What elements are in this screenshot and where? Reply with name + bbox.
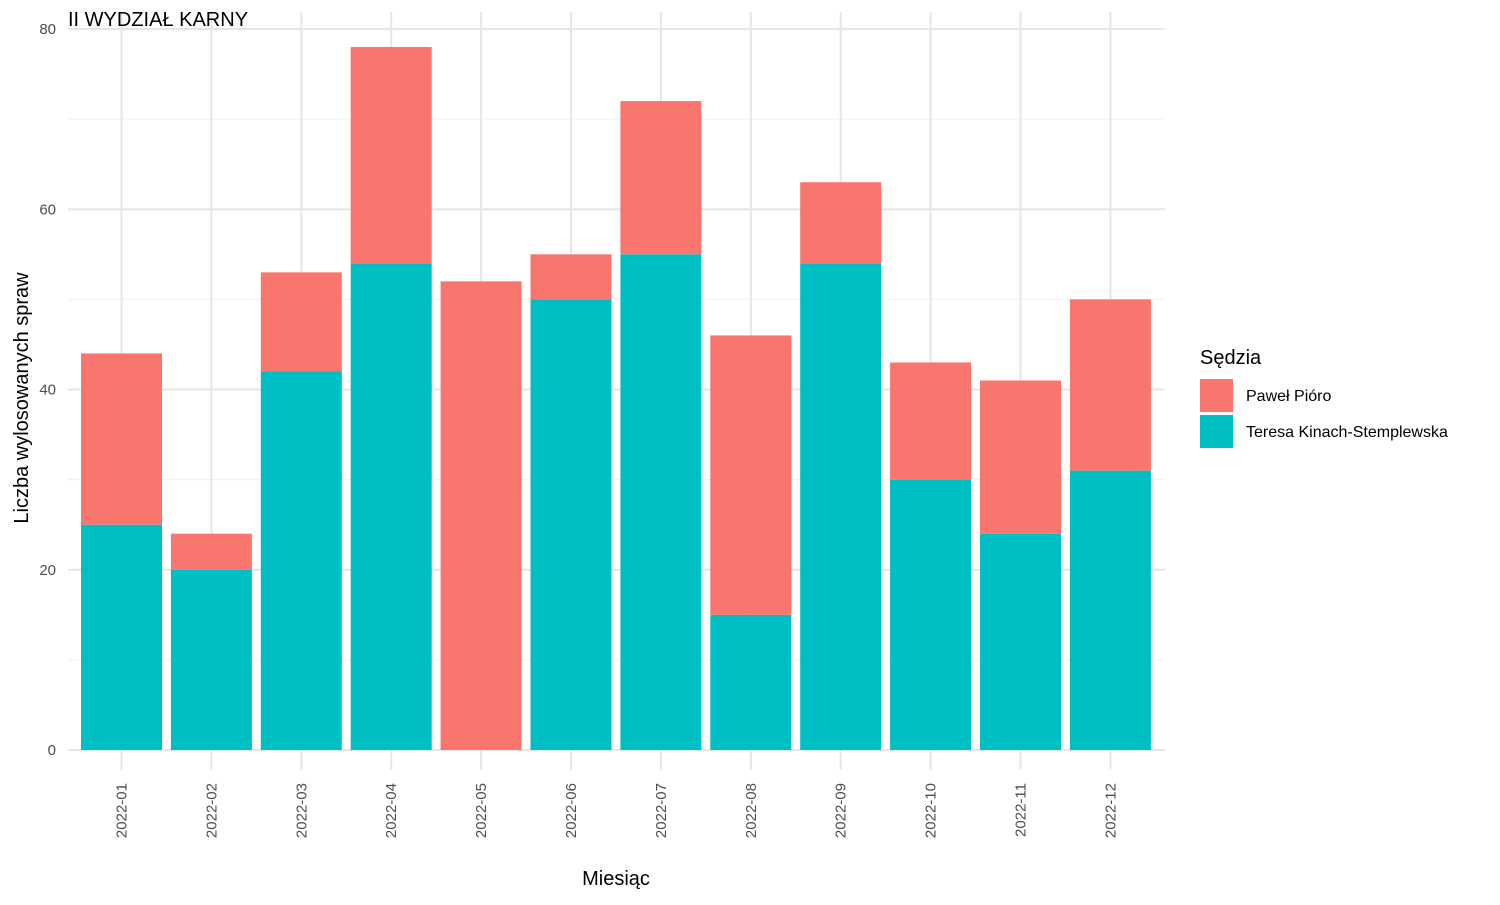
bar-segment [890,362,972,480]
x-tick-label: 2022-08 [743,783,760,838]
y-tick-label: 60 [39,201,56,218]
bars [81,47,1151,750]
bar-segment [530,299,612,750]
x-tick-label: 2022-06 [563,783,580,838]
bar-segment [350,47,432,264]
bar-segment [620,101,702,255]
x-axis-ticks: 2022-01 2022-02 2022-03 2022-04 2022-05 2022-… [114,783,1120,838]
x-tick-label: 2022-09 [833,783,850,838]
y-tick-label: 0 [48,742,56,759]
bar-segment [260,371,342,750]
y-axis-ticks: 0 20 40 60 80 [39,21,56,759]
y-axis-label: Liczba wylosowanych spraw [11,272,33,524]
chart-title: II WYDZIAŁ KARNY [68,9,248,31]
x-tick-label: 2022-10 [923,783,940,838]
bar-segment [800,263,882,750]
legend-label: Paweł Pióro [1246,388,1331,405]
bar-segment [440,281,522,750]
bar-segment [1069,470,1151,750]
bar-segment [890,479,972,750]
bar-segment [800,182,882,264]
bar-segment [81,353,162,525]
x-tick-label: 2022-12 [1102,783,1119,838]
legend: Sędzia Paweł Pióro Teresa Kinach-Stemplew… [1200,347,1448,448]
bar-segment [620,254,702,750]
bar-segment [350,263,432,750]
bar-segment [170,533,252,570]
legend-title: Sędzia [1200,347,1262,369]
bar-segment [260,272,342,372]
y-tick-label: 80 [39,21,56,38]
y-tick-label: 20 [39,562,56,579]
bar-segment [710,335,792,615]
bar-segment [81,524,162,750]
bar-segment [710,614,792,750]
legend-swatch [1200,379,1233,412]
x-axis-label: Miesiąc [582,868,650,890]
legend-swatch [1200,415,1233,448]
x-tick-label: 2022-04 [383,783,400,838]
bar-segment [530,254,612,300]
bar-segment [170,569,252,750]
bar-segment [1069,299,1151,471]
y-tick-label: 40 [39,382,56,399]
x-tick-label: 2022-03 [293,783,310,838]
x-tick-label: 2022-01 [114,783,131,838]
x-tick-label: 2022-05 [473,783,490,838]
x-tick-label: 2022-07 [653,783,670,838]
x-tick-label: 2022-11 [1013,783,1030,837]
legend-items: Paweł Pióro Teresa Kinach-Stemplewska [1200,379,1448,448]
bar-segment [980,533,1061,750]
bar-segment [980,380,1061,534]
x-tick-label: 2022-02 [203,783,220,838]
legend-label: Teresa Kinach-Stemplewska [1246,424,1448,441]
